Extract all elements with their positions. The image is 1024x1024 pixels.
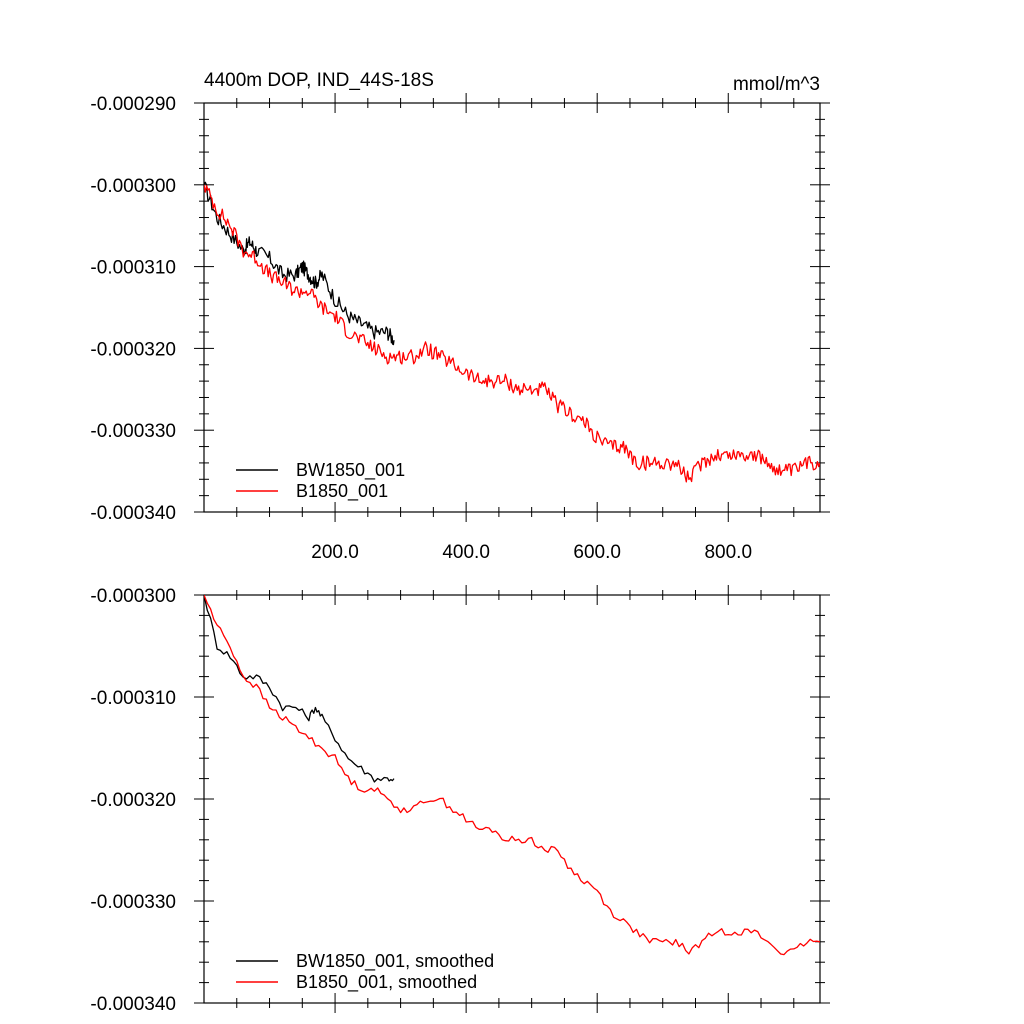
plot-frame <box>203 594 821 1004</box>
y-tick-label: -0.000330 <box>90 892 176 913</box>
y-tick-label: -0.000340 <box>90 503 176 524</box>
chart-units: mmol/m^3 <box>733 74 820 95</box>
bottom-panel: -0.000300 -0.000310 -0.000320 -0.000330 -0.0… <box>90 585 830 1015</box>
y-tick-label: -0.000320 <box>90 339 176 360</box>
y-tick-label: -0.000310 <box>90 688 176 709</box>
top-panel: 200.0 400.0 600.0 800.0 -0.000290 -0.000300 -0… <box>90 70 830 563</box>
x-tick-label: 200.0 <box>311 542 359 563</box>
chart-title: 4400m DOP, IND_44S-18S <box>204 70 434 91</box>
y-tick-label: -0.000310 <box>90 258 176 279</box>
series-line-1 <box>204 595 820 956</box>
y-tick-label: -0.000300 <box>90 586 176 607</box>
x-tick-label: 400.0 <box>442 542 490 563</box>
y-tick-label: -0.000320 <box>90 790 176 811</box>
plot-frame <box>203 102 821 513</box>
y-tick-label: -0.000340 <box>90 994 176 1015</box>
series-line-0 <box>204 181 395 346</box>
y-tick-label: -0.000300 <box>90 176 176 197</box>
x-tick-label: 800.0 <box>704 542 752 563</box>
legend-label-0: BW1850_001, smoothed <box>296 951 494 972</box>
x-tick-label: 600.0 <box>573 542 621 563</box>
legend-label-0: BW1850_001 <box>296 460 405 481</box>
legend-label-1: B1850_001, smoothed <box>296 972 477 993</box>
legend-label-1: B1850_001 <box>296 481 388 502</box>
y-tick-label: -0.000290 <box>90 94 176 115</box>
series-line-0 <box>204 595 395 783</box>
y-tick-label: -0.000330 <box>90 421 176 442</box>
series-line-1 <box>204 184 820 483</box>
